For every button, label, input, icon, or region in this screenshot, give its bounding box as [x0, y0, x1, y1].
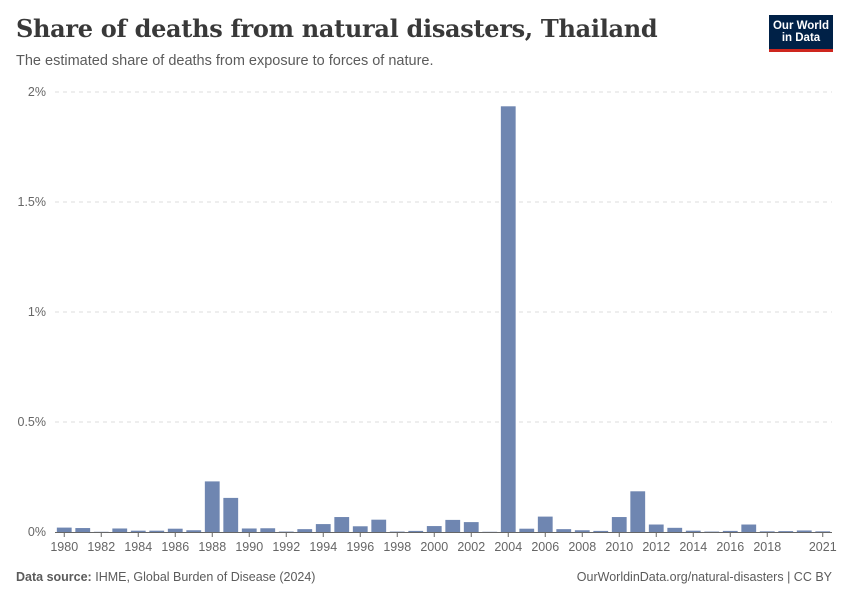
x-tick-label: 1984	[124, 540, 152, 554]
axis-layer: 0% 0.5% 1% 1.5% 2% 1980 1982 1984 1986 1988 1990 19…	[18, 85, 837, 554]
bar[interactable]	[445, 519, 461, 532]
bar[interactable]	[149, 530, 165, 532]
x-tick-label: 2002	[457, 540, 485, 554]
bar[interactable]	[426, 526, 442, 532]
bar[interactable]	[519, 528, 535, 532]
bar[interactable]	[204, 481, 220, 532]
bar[interactable]	[112, 528, 128, 532]
logo-line-1: Our World	[772, 20, 829, 32]
chart-title: Share of deaths from natural disasters, …	[16, 14, 658, 43]
y-tick-label: 2%	[28, 85, 46, 99]
x-tick-label: 1988	[198, 540, 226, 554]
bar[interactable]	[611, 517, 627, 532]
x-tick-label: 1992	[272, 540, 300, 554]
x-tick-label: 2021	[809, 540, 837, 554]
x-tick-label: 2014	[679, 540, 707, 554]
bar[interactable]	[297, 529, 313, 532]
bar[interactable]	[463, 522, 479, 532]
x-tick-label: 1994	[309, 540, 337, 554]
x-tick-label: 1996	[346, 540, 374, 554]
bar[interactable]	[556, 529, 572, 532]
x-tick-label: 2004	[494, 540, 522, 554]
x-tick-label: 2000	[420, 540, 448, 554]
bar[interactable]	[241, 528, 257, 532]
bar[interactable]	[815, 531, 831, 532]
x-tick-label: 1980	[50, 540, 78, 554]
bar[interactable]	[130, 530, 146, 532]
bar[interactable]	[722, 530, 738, 532]
bar[interactable]	[593, 530, 609, 532]
owid-logo[interactable]: Our World in Data	[769, 15, 833, 52]
bar[interactable]	[75, 528, 91, 532]
y-tick-label: 1%	[28, 305, 46, 319]
bar[interactable]	[352, 526, 368, 532]
bar[interactable]	[371, 519, 387, 532]
x-tick-label: 1998	[383, 540, 411, 554]
bar[interactable]	[537, 516, 553, 532]
bar[interactable]	[260, 528, 276, 532]
source-url[interactable]: OurWorldinData.org/natural-disasters | C…	[576, 570, 832, 584]
y-tick-label: 0.5%	[18, 415, 47, 429]
y-tick-label: 1.5%	[18, 195, 47, 209]
x-tick-label: 1990	[235, 540, 263, 554]
x-tick-label: 2012	[642, 540, 670, 554]
logo-line-2: in Data	[781, 32, 821, 44]
x-tick-label: 2006	[531, 540, 559, 554]
bars-layer	[56, 106, 831, 533]
bar[interactable]	[667, 527, 683, 532]
bar[interactable]	[56, 527, 72, 532]
bar[interactable]	[778, 531, 794, 532]
bar[interactable]	[315, 524, 331, 532]
data-source-text: IHME, Global Burden of Disease (2024)	[95, 570, 316, 584]
grid-layer	[55, 91, 832, 423]
bar[interactable]	[685, 530, 701, 532]
chart-subtitle: The estimated share of deaths from expos…	[16, 53, 434, 69]
bar[interactable]	[167, 528, 183, 532]
data-source-label: Data source:	[16, 570, 92, 584]
x-tick-label: 1982	[87, 540, 115, 554]
bar[interactable]	[223, 497, 239, 532]
bar[interactable]	[648, 524, 664, 532]
x-tick-label: 2018	[753, 540, 781, 554]
x-tick-label: 2016	[716, 540, 744, 554]
x-tick-label: 2010	[605, 540, 633, 554]
bar[interactable]	[186, 530, 202, 532]
data-source: Data source: IHME, Global Burden of Dise…	[16, 570, 315, 584]
bar[interactable]	[741, 524, 757, 532]
bar[interactable]	[500, 106, 516, 533]
bar[interactable]	[574, 530, 590, 532]
x-tick-label: 1986	[161, 540, 189, 554]
bar[interactable]	[408, 530, 424, 532]
x-tick-label: 2008	[568, 540, 596, 554]
bar[interactable]	[796, 530, 812, 532]
bar[interactable]	[759, 531, 775, 532]
bar[interactable]	[334, 517, 350, 532]
y-tick-label: 0%	[28, 525, 46, 539]
bar[interactable]	[630, 491, 646, 532]
